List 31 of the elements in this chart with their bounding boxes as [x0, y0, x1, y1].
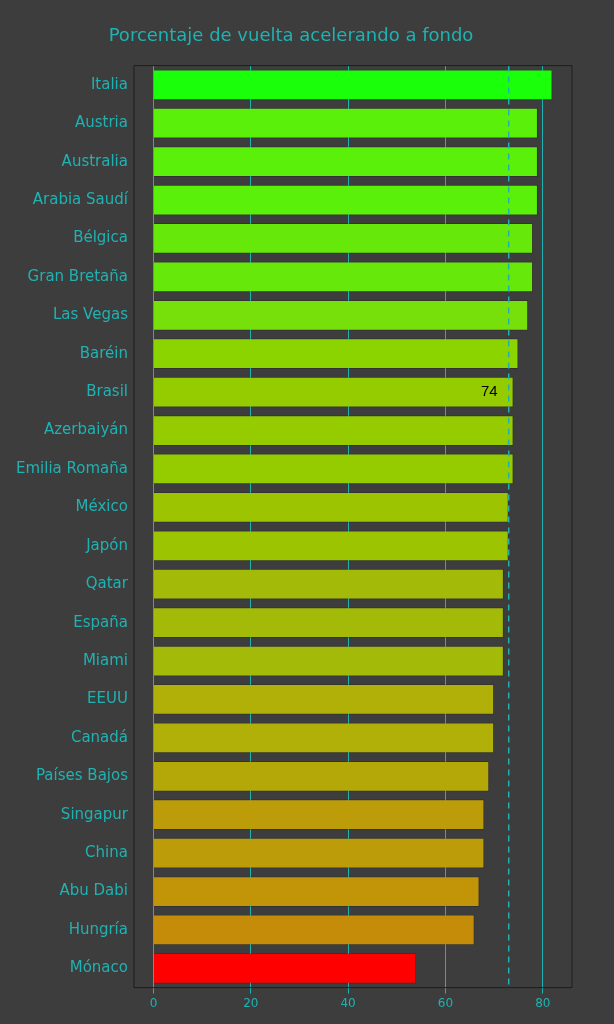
y-tick-label: China: [85, 843, 128, 862]
y-tick-label: Singapur: [60, 804, 129, 823]
chart-title: Porcentaje de vuelta acelerando a fondo: [108, 24, 474, 46]
y-tick-label: Mónaco: [69, 958, 128, 977]
x-tick-label: 40: [340, 995, 356, 1010]
y-tick-label: Italia: [90, 74, 128, 93]
y-tick-label: Abu Dabi: [59, 881, 128, 900]
y-tick-label: España: [73, 612, 128, 631]
x-tick-label: 80: [535, 995, 551, 1010]
y-tick-label: EEUU: [87, 689, 128, 708]
y-tick-label: Austria: [74, 113, 128, 132]
y-tick-label: Arabia Saudí: [32, 189, 129, 208]
x-tick-label: 60: [437, 995, 454, 1010]
y-tick-label: Gran Bretaña: [27, 266, 128, 285]
y-tick-label: Japón: [85, 535, 128, 554]
y-tick-label: Qatar: [85, 574, 129, 593]
y-tick-label: Países Bajos: [35, 766, 129, 785]
y-tick-label: Las Vegas: [52, 305, 129, 324]
y-tick-label: Hungría: [68, 919, 128, 938]
y-tick-label: Miami: [82, 650, 128, 669]
x-tick-label: 0: [149, 995, 158, 1010]
y-tick-label: Australia: [61, 151, 128, 170]
y-tick-label: Canadá: [70, 727, 128, 746]
x-tick-label: 20: [243, 995, 259, 1010]
y-tick-label: Emilia Romaña: [16, 458, 128, 477]
y-tick-label: México: [75, 497, 128, 516]
data-label: 74: [480, 382, 498, 400]
y-tick-label: Brasil: [86, 382, 128, 401]
y-tick-label: Baréin: [79, 343, 128, 362]
y-tick-label: Bélgica: [73, 228, 128, 247]
y-tick-label: Azerbaiyán: [43, 420, 128, 439]
